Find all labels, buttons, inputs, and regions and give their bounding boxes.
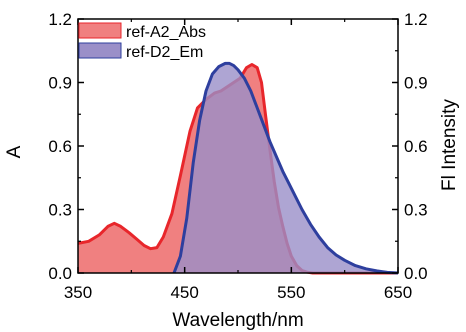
plot-area [77,61,399,275]
legend: ref-A2_Abs ref-D2_Em [78,22,206,61]
y2-tick-label: 1.2 [404,10,428,29]
x-tick-label: 550 [277,283,305,302]
y2-axis-label: Fl Intensity [439,99,460,191]
y-tick-label: 1.2 [48,10,72,29]
y2-tick-label: 0.3 [404,201,428,220]
y-tick-label: 0.0 [48,264,72,283]
series-line-1 [172,61,399,275]
legend-label-abs: ref-A2_Abs [126,24,206,41]
x-tick-label: 650 [384,283,412,302]
x-axis-label: Wavelength/nm [172,310,303,331]
y-axis-label: A [4,145,25,158]
y2-tick-label: 0.0 [404,264,428,283]
series-area-1 [174,63,398,274]
legend-label-em: ref-D2_Em [126,44,203,61]
y-tick-label: 0.9 [48,74,72,93]
y2-tick-label: 0.6 [404,137,428,156]
axes: 350 450 550 6500.00.30.60.91.20.00.30.60.91… [48,10,427,302]
legend-swatch-em [78,42,122,59]
y-tick-label: 0.6 [48,137,72,156]
x-tick-label: 350 [64,283,92,302]
y-tick-label: 0.3 [48,201,72,220]
x-tick-label: 450 [170,283,198,302]
legend-swatch-abs [78,22,122,39]
y2-tick-label: 0.9 [404,74,428,93]
